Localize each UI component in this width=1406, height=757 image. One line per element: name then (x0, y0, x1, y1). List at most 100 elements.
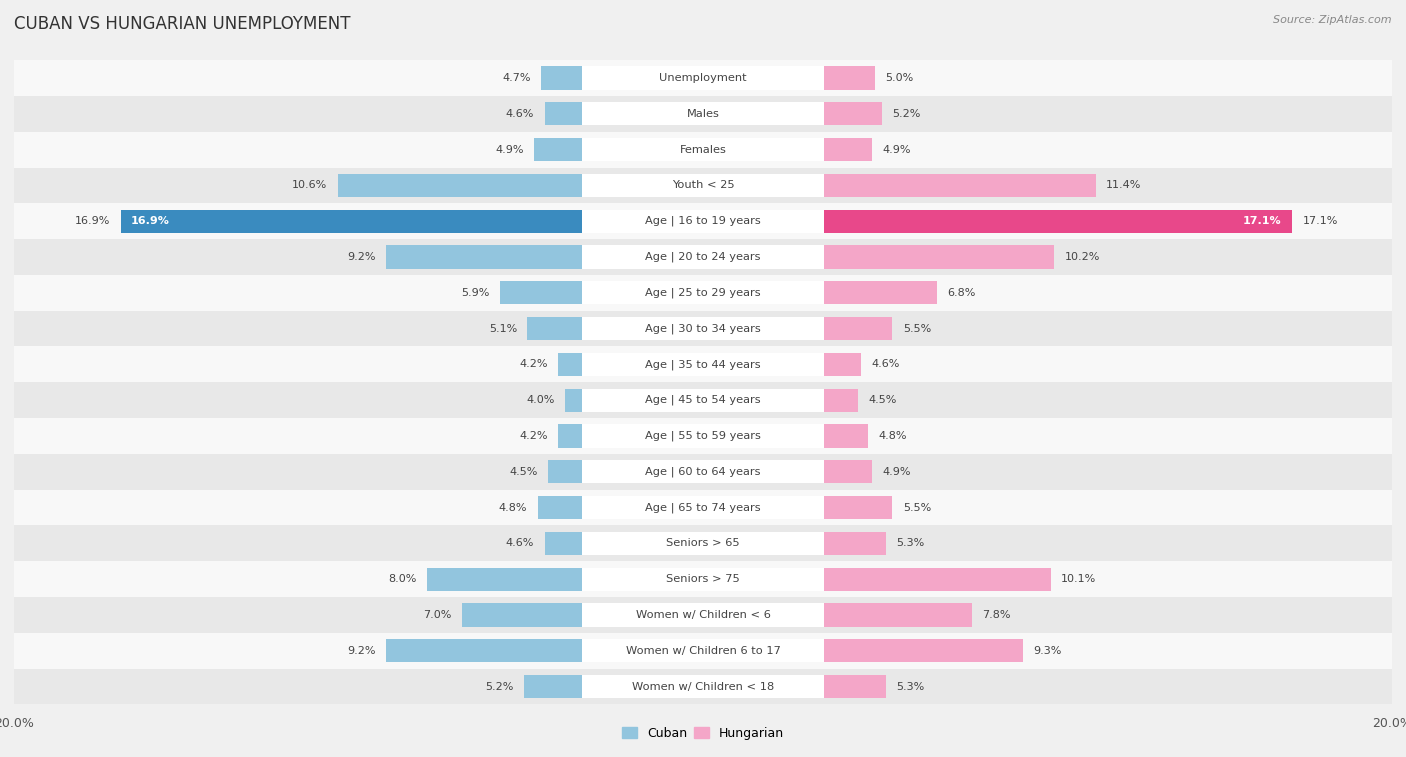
Bar (703, 603, 972, 627)
Bar (703, 460, 872, 484)
Bar (582, 245, 824, 269)
Text: Seniors > 75: Seniors > 75 (666, 574, 740, 584)
Bar (582, 639, 824, 662)
Bar (703, 317, 893, 340)
Bar (703, 138, 872, 161)
Bar (582, 353, 824, 376)
Bar (527, 317, 703, 340)
Bar (499, 281, 703, 304)
Text: CUBAN VS HUNGARIAN UNEMPLOYMENT: CUBAN VS HUNGARIAN UNEMPLOYMENT (14, 15, 350, 33)
Bar (703, 174, 1095, 197)
Text: 4.0%: 4.0% (526, 395, 555, 405)
Bar (14, 454, 1392, 490)
Text: 4.2%: 4.2% (519, 431, 548, 441)
Text: Age | 65 to 74 years: Age | 65 to 74 years (645, 503, 761, 512)
Text: Women w/ Children < 18: Women w/ Children < 18 (631, 681, 775, 692)
Bar (534, 138, 703, 161)
Text: Age | 35 to 44 years: Age | 35 to 44 years (645, 359, 761, 369)
Bar (544, 102, 703, 126)
Bar (14, 167, 1392, 204)
Bar (582, 496, 824, 519)
Bar (14, 490, 1392, 525)
Bar (703, 675, 886, 698)
Text: Females: Females (679, 145, 727, 154)
Text: Women w/ Children 6 to 17: Women w/ Children 6 to 17 (626, 646, 780, 656)
Bar (14, 597, 1392, 633)
Bar (14, 633, 1392, 668)
Bar (14, 418, 1392, 454)
Bar (537, 496, 703, 519)
Bar (14, 525, 1392, 561)
Bar (14, 60, 1392, 96)
Text: 5.0%: 5.0% (886, 73, 914, 83)
Bar (703, 496, 893, 519)
Bar (548, 460, 703, 484)
Text: 9.3%: 9.3% (1033, 646, 1062, 656)
Text: 10.2%: 10.2% (1064, 252, 1099, 262)
Text: 17.1%: 17.1% (1302, 217, 1337, 226)
Bar (14, 132, 1392, 167)
Text: 7.0%: 7.0% (423, 610, 451, 620)
Text: 16.9%: 16.9% (131, 217, 170, 226)
Text: 4.8%: 4.8% (879, 431, 907, 441)
Text: 4.6%: 4.6% (872, 360, 900, 369)
Legend: Cuban, Hungarian: Cuban, Hungarian (617, 722, 789, 745)
Text: 8.0%: 8.0% (388, 574, 418, 584)
Bar (565, 388, 703, 412)
Text: 5.1%: 5.1% (489, 323, 517, 334)
Bar (582, 174, 824, 197)
Text: 4.6%: 4.6% (506, 109, 534, 119)
Bar (703, 245, 1054, 269)
Text: 4.2%: 4.2% (519, 360, 548, 369)
Bar (582, 603, 824, 627)
Text: 4.9%: 4.9% (495, 145, 524, 154)
Text: Age | 20 to 24 years: Age | 20 to 24 years (645, 252, 761, 262)
Bar (558, 353, 703, 376)
Bar (14, 668, 1392, 705)
Bar (461, 603, 703, 627)
Bar (582, 460, 824, 484)
Text: 16.9%: 16.9% (75, 217, 111, 226)
Bar (387, 639, 703, 662)
Text: 5.3%: 5.3% (896, 538, 924, 548)
Bar (582, 675, 824, 698)
Text: 4.7%: 4.7% (502, 73, 531, 83)
Bar (14, 204, 1392, 239)
Text: 4.8%: 4.8% (499, 503, 527, 512)
Bar (14, 347, 1392, 382)
Bar (582, 138, 824, 161)
Bar (427, 568, 703, 590)
Text: Women w/ Children < 6: Women w/ Children < 6 (636, 610, 770, 620)
Text: 5.2%: 5.2% (893, 109, 921, 119)
Text: 17.1%: 17.1% (1243, 217, 1282, 226)
Bar (541, 67, 703, 89)
Bar (703, 102, 882, 126)
Bar (558, 425, 703, 447)
Bar (14, 239, 1392, 275)
Bar (14, 275, 1392, 310)
Bar (582, 102, 824, 126)
Text: 6.8%: 6.8% (948, 288, 976, 298)
Text: 5.5%: 5.5% (903, 503, 931, 512)
Bar (121, 210, 703, 233)
Bar (14, 310, 1392, 347)
Text: 4.5%: 4.5% (869, 395, 897, 405)
Bar (582, 317, 824, 340)
Bar (582, 531, 824, 555)
Bar (703, 639, 1024, 662)
Bar (582, 388, 824, 412)
Text: Source: ZipAtlas.com: Source: ZipAtlas.com (1274, 15, 1392, 25)
Text: Age | 30 to 34 years: Age | 30 to 34 years (645, 323, 761, 334)
Bar (703, 67, 875, 89)
Text: 9.2%: 9.2% (347, 252, 375, 262)
Bar (14, 96, 1392, 132)
Bar (582, 67, 824, 89)
Bar (703, 281, 938, 304)
Text: Age | 16 to 19 years: Age | 16 to 19 years (645, 216, 761, 226)
Bar (703, 425, 869, 447)
Bar (337, 174, 703, 197)
Text: 10.6%: 10.6% (292, 180, 328, 191)
Text: Age | 25 to 29 years: Age | 25 to 29 years (645, 288, 761, 298)
Bar (703, 568, 1050, 590)
Bar (703, 210, 1292, 233)
